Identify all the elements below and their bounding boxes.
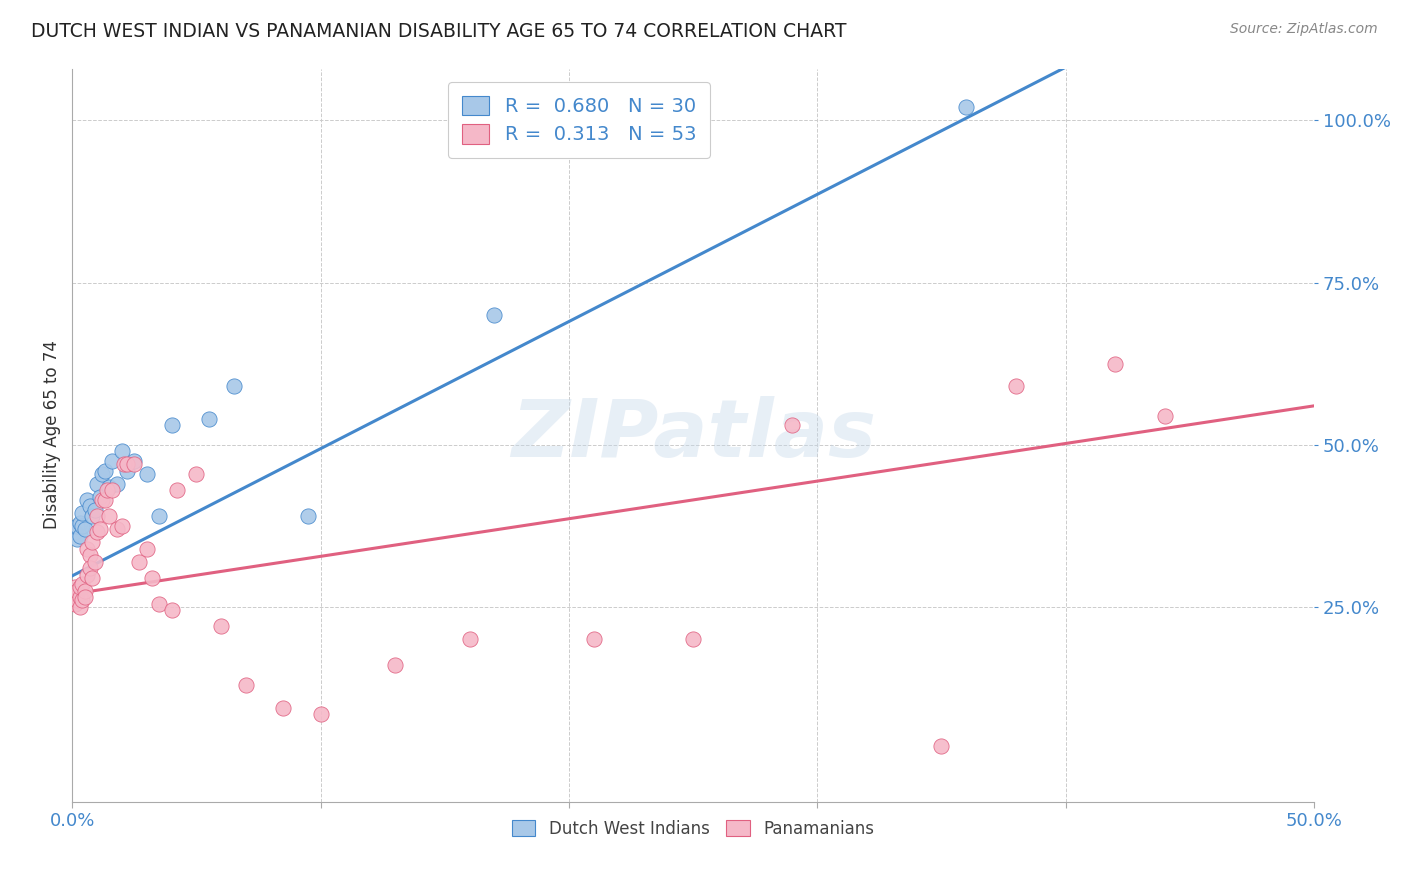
Point [66, 519, 89, 533]
Point [235, 678, 257, 692]
Point [1005, 379, 1028, 393]
Point [484, 308, 506, 322]
Point [101, 454, 124, 468]
Point [782, 418, 804, 433]
Point [458, 632, 481, 647]
Point [82, 571, 104, 585]
Point [66, 587, 89, 601]
Point [98, 480, 121, 494]
Point [86, 509, 108, 524]
Point [148, 597, 170, 611]
Y-axis label: Disability Age 65 to 74: Disability Age 65 to 74 [44, 341, 60, 530]
Point [98, 509, 121, 524]
Point [166, 483, 188, 498]
Point [76, 567, 98, 582]
Point [83, 555, 105, 569]
Point [63, 525, 86, 540]
Point [93, 492, 115, 507]
Point [91, 492, 114, 507]
Point [63, 587, 86, 601]
Point [135, 467, 157, 481]
Point [955, 100, 977, 114]
Point [141, 571, 163, 585]
Point [135, 541, 157, 556]
Point [682, 632, 704, 647]
Point [89, 522, 111, 536]
Point [160, 418, 183, 433]
Point [69, 591, 91, 605]
Point [86, 525, 108, 540]
Point [86, 476, 108, 491]
Point [70, 506, 93, 520]
Point [93, 464, 115, 478]
Point [73, 591, 96, 605]
Point [70, 519, 93, 533]
Point [297, 509, 319, 524]
Point [273, 700, 295, 714]
Point [931, 739, 953, 754]
Point [124, 457, 146, 471]
Point [82, 509, 104, 524]
Point [198, 412, 221, 426]
Point [148, 509, 170, 524]
Point [209, 619, 232, 633]
Point [309, 706, 332, 721]
Legend: Dutch West Indians, Panamanians: Dutch West Indians, Panamanians [506, 814, 880, 845]
Point [89, 490, 111, 504]
Point [79, 500, 101, 514]
Point [222, 379, 245, 393]
Point [101, 483, 124, 498]
Point [76, 541, 98, 556]
Point [69, 581, 91, 595]
Point [69, 516, 91, 530]
Point [66, 583, 89, 598]
Point [582, 632, 605, 647]
Point [79, 561, 101, 575]
Point [73, 583, 96, 598]
Point [124, 454, 146, 468]
Point [115, 464, 138, 478]
Point [112, 457, 135, 471]
Point [105, 476, 128, 491]
Point [115, 457, 138, 471]
Point [1154, 409, 1177, 423]
Point [70, 593, 93, 607]
Point [384, 658, 406, 673]
Point [66, 593, 89, 607]
Point [76, 492, 98, 507]
Point [82, 535, 104, 549]
Point [160, 603, 183, 617]
Text: ZIPatlas: ZIPatlas [510, 396, 876, 474]
Text: DUTCH WEST INDIAN VS PANAMANIAN DISABILITY AGE 65 TO 74 CORRELATION CHART: DUTCH WEST INDIAN VS PANAMANIAN DISABILI… [31, 22, 846, 41]
Point [111, 444, 134, 458]
Point [66, 532, 89, 546]
Point [63, 597, 86, 611]
Point [69, 599, 91, 614]
Point [111, 519, 134, 533]
Point [96, 483, 118, 498]
Point [1104, 357, 1126, 371]
Point [91, 467, 114, 481]
Point [70, 577, 93, 591]
Point [128, 555, 150, 569]
Point [63, 581, 86, 595]
Point [73, 522, 96, 536]
Point [105, 522, 128, 536]
Point [69, 528, 91, 542]
Point [186, 467, 208, 481]
Point [83, 502, 105, 516]
Point [79, 548, 101, 562]
Text: Source: ZipAtlas.com: Source: ZipAtlas.com [1230, 22, 1378, 37]
